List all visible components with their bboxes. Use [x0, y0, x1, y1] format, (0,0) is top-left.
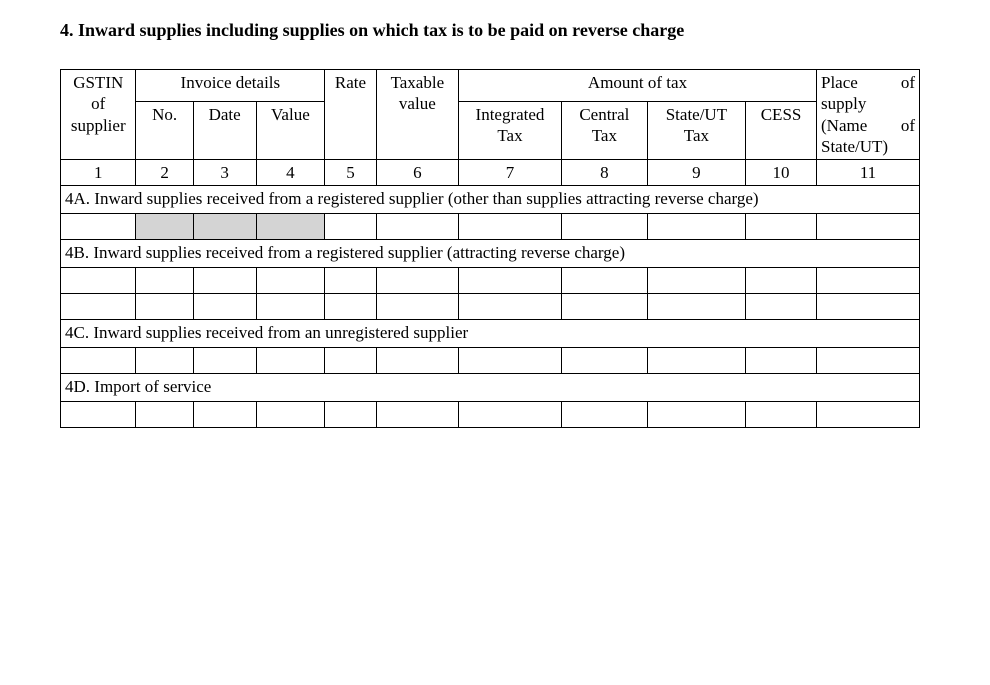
cell[interactable] [647, 294, 745, 320]
cell[interactable] [256, 214, 325, 240]
cell[interactable] [817, 214, 920, 240]
data-row-4c [61, 348, 920, 374]
colnum-7: 7 [459, 160, 562, 186]
section-4a-label: 4A. Inward supplies received from a regi… [61, 186, 920, 214]
cell[interactable] [136, 268, 193, 294]
colnum-5: 5 [325, 160, 376, 186]
cell[interactable] [459, 402, 562, 428]
hdr-no: No. [136, 102, 193, 160]
data-row-4a [61, 214, 920, 240]
hdr-place-of-supply: Place of supply (Name of State/UT) [817, 70, 920, 160]
colnum-3: 3 [193, 160, 256, 186]
hdr-cess: CESS [746, 102, 817, 160]
cell[interactable] [459, 294, 562, 320]
section-4d-label: 4D. Import of service [61, 374, 920, 402]
colnum-11: 11 [817, 160, 920, 186]
cell[interactable] [61, 348, 136, 374]
cell[interactable] [459, 214, 562, 240]
cell[interactable] [193, 294, 256, 320]
cell[interactable] [61, 402, 136, 428]
hdr-value: Value [256, 102, 325, 160]
cell[interactable] [256, 348, 325, 374]
header-row-2: No. Date Value Integrated Tax Central Ta… [61, 102, 920, 160]
hdr-date: Date [193, 102, 256, 160]
cell[interactable] [256, 268, 325, 294]
cell[interactable] [746, 402, 817, 428]
column-number-row: 1 2 3 4 5 6 7 8 9 10 11 [61, 160, 920, 186]
cell[interactable] [647, 214, 745, 240]
colnum-9: 9 [647, 160, 745, 186]
section-4c-label: 4C. Inward supplies received from an unr… [61, 320, 920, 348]
cell[interactable] [256, 402, 325, 428]
cell[interactable] [61, 214, 136, 240]
cell[interactable] [136, 402, 193, 428]
section-4b-label: 4B. Inward supplies received from a regi… [61, 240, 920, 268]
cell[interactable] [136, 348, 193, 374]
cell[interactable] [325, 294, 376, 320]
cell[interactable] [193, 348, 256, 374]
section-4a-row: 4A. Inward supplies received from a regi… [61, 186, 920, 214]
cell[interactable] [561, 214, 647, 240]
colnum-8: 8 [561, 160, 647, 186]
cell[interactable] [561, 402, 647, 428]
section-4b-row: 4B. Inward supplies received from a regi… [61, 240, 920, 268]
cell[interactable] [817, 294, 920, 320]
cell[interactable] [61, 294, 136, 320]
hdr-gstin: GSTIN of supplier [61, 70, 136, 160]
hdr-amount-of-tax: Amount of tax [459, 70, 817, 102]
colnum-6: 6 [376, 160, 458, 186]
hdr-state-ut: State/UT Tax [647, 102, 745, 160]
section-4c-row: 4C. Inward supplies received from an unr… [61, 320, 920, 348]
hdr-taxable-value: Taxable value [376, 70, 458, 160]
data-row-4d [61, 402, 920, 428]
colnum-10: 10 [746, 160, 817, 186]
cell[interactable] [256, 294, 325, 320]
cell[interactable] [193, 402, 256, 428]
cell[interactable] [647, 402, 745, 428]
cell[interactable] [647, 268, 745, 294]
cell[interactable] [325, 214, 376, 240]
cell[interactable] [746, 268, 817, 294]
hdr-invoice-details: Invoice details [136, 70, 325, 102]
cell[interactable] [61, 268, 136, 294]
cell[interactable] [376, 214, 458, 240]
cell[interactable] [746, 294, 817, 320]
cell[interactable] [561, 294, 647, 320]
cell[interactable] [193, 214, 256, 240]
hdr-rate: Rate [325, 70, 376, 160]
cell[interactable] [376, 268, 458, 294]
cell[interactable] [459, 348, 562, 374]
cell[interactable] [325, 348, 376, 374]
cell[interactable] [136, 214, 193, 240]
data-row-4b-1 [61, 268, 920, 294]
cell[interactable] [459, 268, 562, 294]
colnum-2: 2 [136, 160, 193, 186]
data-row-4b-2 [61, 294, 920, 320]
section-heading: 4. Inward supplies including supplies on… [60, 20, 930, 41]
cell[interactable] [647, 348, 745, 374]
cell[interactable] [193, 268, 256, 294]
section-4d-row: 4D. Import of service [61, 374, 920, 402]
header-row-1: GSTIN of supplier Invoice details Rate T… [61, 70, 920, 102]
colnum-4: 4 [256, 160, 325, 186]
cell[interactable] [817, 268, 920, 294]
colnum-1: 1 [61, 160, 136, 186]
cell[interactable] [817, 348, 920, 374]
cell[interactable] [746, 214, 817, 240]
cell[interactable] [376, 294, 458, 320]
cell[interactable] [561, 348, 647, 374]
cell[interactable] [817, 402, 920, 428]
cell[interactable] [136, 294, 193, 320]
cell[interactable] [746, 348, 817, 374]
cell[interactable] [376, 348, 458, 374]
cell[interactable] [325, 402, 376, 428]
cell[interactable] [325, 268, 376, 294]
cell[interactable] [376, 402, 458, 428]
cell[interactable] [561, 268, 647, 294]
hdr-central: Central Tax [561, 102, 647, 160]
hdr-integrated: Integrated Tax [459, 102, 562, 160]
inward-supplies-table: GSTIN of supplier Invoice details Rate T… [60, 69, 920, 428]
